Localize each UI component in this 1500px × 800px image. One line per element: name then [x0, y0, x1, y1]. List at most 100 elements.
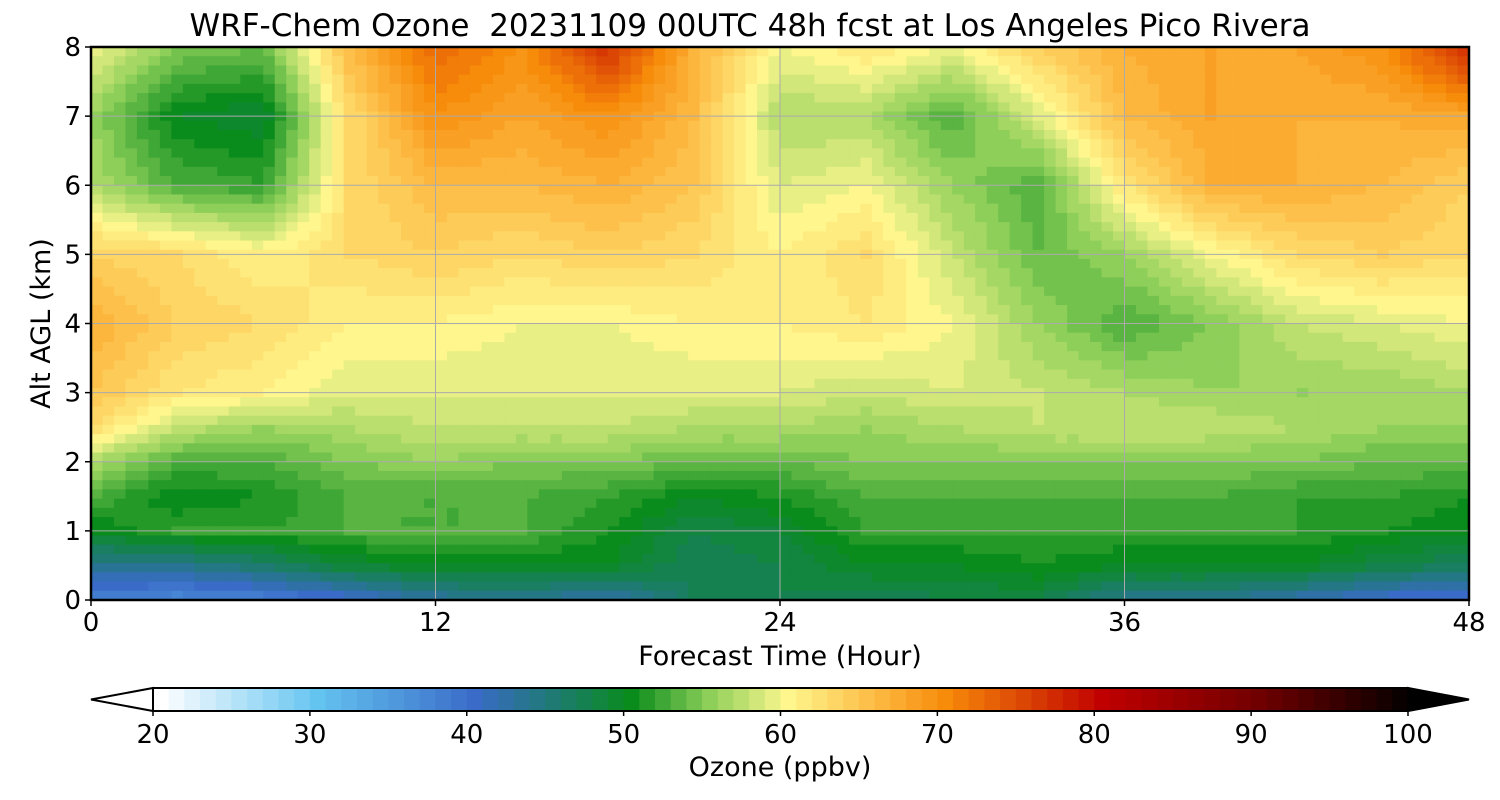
heatmap-cell	[1446, 305, 1459, 315]
heatmap-cell	[745, 203, 758, 214]
heatmap-cell	[596, 268, 609, 279]
heatmap-cell	[159, 212, 172, 223]
heatmap-cell	[171, 102, 184, 113]
heatmap-cell	[1411, 83, 1424, 94]
heatmap-cell	[975, 314, 988, 325]
heatmap-cell	[240, 176, 253, 186]
heatmap-cell	[906, 360, 919, 371]
heatmap-cell	[1434, 203, 1447, 214]
heatmap-cell	[228, 65, 241, 76]
heatmap-cell	[1124, 369, 1137, 380]
heatmap-cell	[332, 305, 345, 315]
heatmap-cell	[1135, 56, 1149, 67]
heatmap-cell	[1101, 305, 1114, 315]
heatmap-cell	[791, 203, 804, 214]
heatmap-cell	[1296, 47, 1309, 57]
heatmap-cell	[1204, 286, 1217, 297]
heatmap-cell	[389, 397, 402, 408]
heatmap-cell	[515, 351, 528, 361]
heatmap-cell	[1308, 258, 1321, 269]
heatmap-cell	[1377, 222, 1390, 232]
heatmap-cell	[1158, 74, 1172, 85]
heatmap-cell	[194, 185, 207, 196]
heatmap-cell	[1021, 185, 1034, 196]
heatmap-cell	[343, 314, 356, 325]
heatmap-cell	[940, 194, 953, 205]
heatmap-cell	[1204, 203, 1217, 214]
heatmap-cell	[102, 314, 115, 325]
heatmap-cell	[929, 268, 942, 279]
heatmap-cell	[159, 397, 172, 408]
heatmap-cell	[986, 323, 999, 334]
heatmap-cell	[1090, 56, 1103, 67]
heatmap-cell	[619, 341, 632, 352]
heatmap-cell	[653, 378, 666, 389]
heatmap-cell	[584, 415, 597, 426]
heatmap-cell	[1354, 65, 1367, 76]
heatmap-cell	[1446, 129, 1459, 140]
heatmap-cell	[481, 314, 494, 325]
heatmap-cell	[986, 240, 999, 251]
heatmap-cell	[274, 148, 287, 159]
heatmap-cell	[998, 406, 1011, 417]
heatmap-cell	[481, 129, 494, 140]
heatmap-cell	[1423, 222, 1436, 232]
heatmap-cell	[596, 314, 609, 325]
heatmap-cell	[492, 240, 505, 251]
heatmap-cell	[228, 212, 241, 223]
heatmap-cell	[1124, 415, 1137, 426]
heatmap-cell	[1032, 323, 1045, 334]
heatmap-cell	[607, 83, 620, 94]
heatmap-cell	[1216, 129, 1229, 140]
heatmap-cell	[1055, 323, 1068, 334]
heatmap-cell	[734, 369, 747, 380]
heatmap-cell	[711, 295, 724, 306]
heatmap-cell	[929, 258, 942, 269]
heatmap-cell	[1457, 323, 1470, 334]
heatmap-cell	[1457, 157, 1470, 168]
heatmap-cell	[642, 360, 655, 371]
heatmap-cell	[113, 268, 127, 279]
heatmap-cell	[194, 212, 207, 223]
heatmap-cell	[1423, 93, 1436, 103]
heatmap-cell	[630, 406, 643, 417]
heatmap-cell	[527, 277, 540, 288]
heatmap-cell	[136, 102, 150, 113]
heatmap-cell	[1113, 415, 1126, 426]
heatmap-cell	[102, 360, 115, 371]
heatmap-cell	[619, 415, 632, 426]
heatmap-cell	[1434, 83, 1447, 94]
heatmap-cell	[1308, 323, 1321, 334]
heatmap-cell	[871, 148, 884, 159]
heatmap-cell	[894, 120, 907, 131]
heatmap-cell	[734, 415, 747, 426]
heatmap-cell	[883, 148, 896, 159]
heatmap-cell	[940, 203, 953, 214]
heatmap-cell	[332, 157, 345, 168]
heatmap-cell	[424, 194, 437, 205]
heatmap-cell	[171, 314, 184, 325]
heatmap-cell	[699, 397, 712, 408]
heatmap-cell	[481, 268, 494, 279]
heatmap-cell	[883, 139, 896, 149]
heatmap-cell	[1021, 47, 1034, 57]
heatmap-cell	[1262, 148, 1275, 159]
heatmap-cell	[366, 139, 379, 149]
heatmap-cell	[332, 258, 345, 269]
heatmap-cell	[435, 277, 448, 288]
heatmap-cell	[642, 295, 655, 306]
heatmap-cell	[401, 305, 414, 315]
heatmap-cell	[217, 323, 230, 334]
heatmap-cell	[1147, 120, 1160, 131]
heatmap-cell	[1135, 93, 1149, 103]
heatmap-cell	[1170, 323, 1183, 334]
heatmap-cell	[653, 231, 666, 242]
heatmap-cell	[584, 157, 597, 168]
heatmap-cell	[1044, 360, 1057, 371]
heatmap-cell	[780, 332, 793, 343]
heatmap-cell	[1193, 74, 1206, 85]
heatmap-cell	[492, 295, 505, 306]
heatmap-cell	[1377, 258, 1390, 269]
heatmap-cell	[584, 65, 597, 76]
heatmap-cell	[1204, 120, 1217, 131]
